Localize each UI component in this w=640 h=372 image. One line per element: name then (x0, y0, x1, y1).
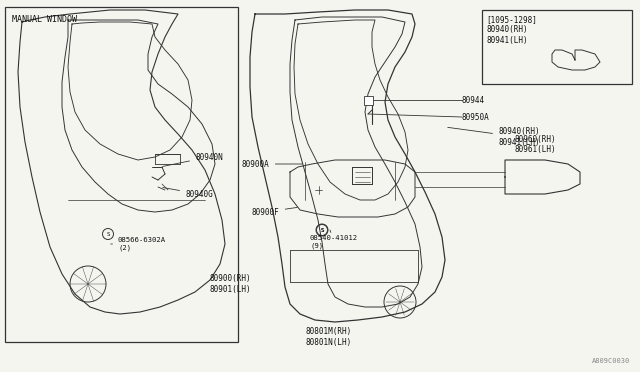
Text: 08566-6302A
(2): 08566-6302A (2) (111, 237, 166, 251)
Bar (5, 7, 238, 342)
Bar (482, 10, 632, 84)
Text: 80940G: 80940G (163, 187, 212, 199)
Text: 80940(RH)
80941(LH): 80940(RH) 80941(LH) (448, 127, 540, 147)
Text: 80940N: 80940N (163, 153, 223, 166)
Text: 80900F: 80900F (252, 208, 297, 217)
Text: 80900A: 80900A (242, 160, 302, 169)
Text: S: S (106, 231, 109, 237)
Text: 80900(RH)
80901(LH): 80900(RH) 80901(LH) (210, 274, 252, 294)
Text: A809C0030: A809C0030 (592, 358, 630, 364)
Text: [1095-1298]
80940(RH)
80941(LH): [1095-1298] 80940(RH) 80941(LH) (486, 15, 537, 45)
Text: 80950A: 80950A (462, 112, 490, 122)
Text: 80801M(RH)
80801N(LH): 80801M(RH) 80801N(LH) (305, 327, 351, 347)
Bar (364, 96, 372, 105)
Text: MANUAL WINDOW: MANUAL WINDOW (12, 15, 77, 24)
Text: S: S (320, 228, 324, 232)
Text: S: S (320, 228, 324, 232)
Text: 80944: 80944 (462, 96, 485, 105)
Text: 80960(RH)
80961(LH): 80960(RH) 80961(LH) (514, 135, 556, 154)
Text: 08540-41012
(9): 08540-41012 (9) (310, 230, 358, 249)
